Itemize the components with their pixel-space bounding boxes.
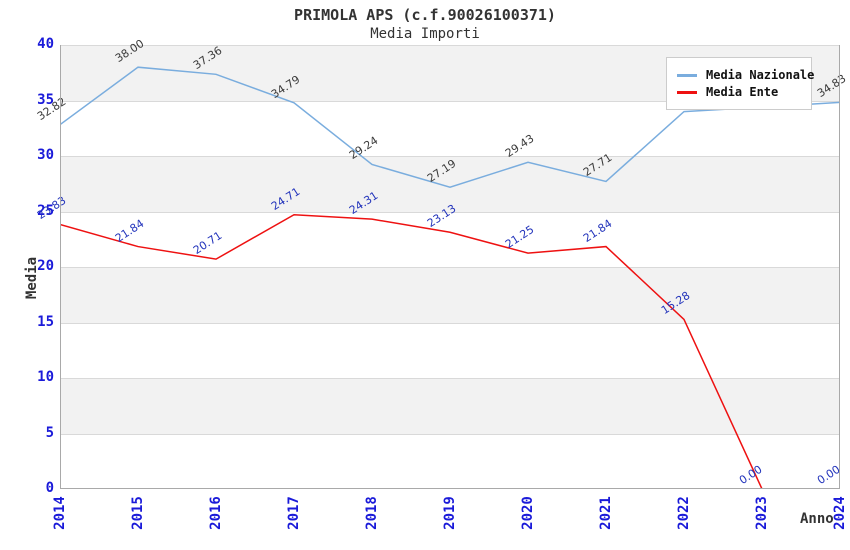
x-tick-label: 2014 [52,496,68,530]
x-tick-label: 2021 [598,496,614,530]
blue-line-swatch-icon [677,73,697,77]
y-tick-label: 30 [37,147,54,163]
gridline [60,433,840,435]
plot-band [60,378,840,434]
y-tick-label: 35 [37,91,54,108]
legend: Media Nazionale Media Ente [666,57,814,110]
line-media-ente [60,213,840,489]
axis-bottom-line [60,488,840,489]
axis-right-line [839,45,840,489]
plot-area: 32.82 38.00 37.36 34.79 29.24 27.19 29.43 27.71… [35,37,848,489]
legend-item-media-ente: Media Ente [677,85,799,99]
legend-label: Media Ente [706,85,779,99]
y-tick-label: 5 [45,424,54,441]
plot-band [60,267,840,323]
x-tick-label: 2020 [520,496,536,530]
x-tick-label: 2023 [754,496,770,530]
gridline [60,322,840,324]
y-tick-label: 15 [37,313,54,330]
legend-label: Media Nazionale [706,68,815,82]
y-tick-label: 0 [45,480,54,496]
y-tick-label: 40 [37,36,54,52]
y-tick-label: 10 [37,369,54,385]
x-tick-label: 2024 [832,496,848,530]
legend-item-media-nazionale: Media Nazionale [677,68,814,82]
gridline [60,100,840,102]
x-tick-label: 2017 [286,496,302,530]
x-tick-label: 2022 [676,496,692,530]
x-tick-label: 2016 [208,496,224,530]
x-axis-title: Anno [800,511,834,527]
gridline [60,156,840,157]
x-tick-label: 2015 [130,496,146,530]
y-tick-label: 20 [37,258,54,274]
axis-left-line [60,45,61,489]
gridline [60,211,840,213]
chart-title: PRIMOLA APS (c.f.90026100371) [294,6,556,24]
gridline [60,267,840,268]
gridline [60,378,840,379]
line-media-nazionale [60,66,840,188]
red-line-swatch-icon [677,90,697,94]
chart-subtitle: Media Importi [370,26,480,42]
x-tick-label: 2019 [442,496,458,530]
y-tick-label: 25 [37,202,54,219]
series-lines [60,66,840,489]
x-tick-label: 2018 [364,496,380,530]
plot-band [60,156,840,212]
gridline [60,45,840,46]
